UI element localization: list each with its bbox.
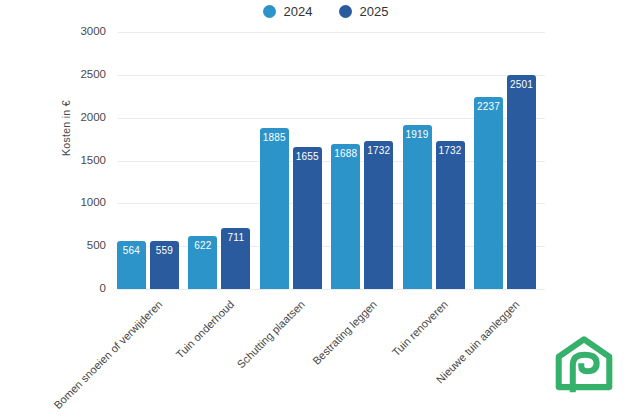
y-tick-label-0: 0 (66, 282, 106, 294)
bar-2025-5: 1732 (436, 141, 465, 289)
bar-2025-1: 559 (150, 241, 179, 289)
bar-value-label: 564 (117, 245, 146, 256)
x-category-label-1: Bomen snoeien of verwijderen (51, 298, 164, 411)
bar-value-label: 2237 (474, 101, 503, 112)
bar-value-label: 1919 (403, 129, 432, 140)
legend-label-2025: 2025 (360, 4, 389, 19)
x-category-label-6: Nieuwe tuin aanleggen (434, 298, 522, 386)
legend-swatch-2025-icon (339, 5, 352, 18)
bar-2025-3: 1655 (293, 147, 322, 289)
y-tick-label-2000: 2000 (66, 111, 106, 123)
bar-2025-4: 1732 (364, 141, 393, 289)
legend-swatch-2024-icon (263, 5, 276, 18)
bar-2024-1: 564 (117, 241, 146, 289)
y-axis-title: Kosten in € (60, 100, 72, 156)
x-category-label-2: Tuin onderhoud (173, 298, 236, 361)
bar-value-label: 711 (221, 232, 250, 243)
gridline-3000 (118, 32, 545, 33)
gridline-2500 (118, 75, 545, 76)
legend-item-2025: 2025 (339, 4, 389, 19)
bar-2025-6: 2501 (507, 75, 536, 289)
legend-label-2024: 2024 (284, 4, 313, 19)
x-category-label-4: Bestrating leggen (310, 298, 379, 367)
bar-value-label: 1885 (260, 132, 289, 143)
bar-2024-2: 622 (188, 236, 217, 289)
bar-value-label: 1732 (436, 145, 465, 156)
bar-value-label: 2501 (507, 79, 536, 90)
bar-value-label: 1655 (293, 151, 322, 162)
bar-2024-5: 1919 (403, 125, 432, 289)
bar-value-label: 559 (150, 245, 179, 256)
x-category-label-3: Schutting plaatsen (235, 298, 307, 370)
x-category-label-5: Tuin renoveren (390, 298, 451, 359)
bar-value-label: 1688 (331, 148, 360, 159)
brand-house-logo-icon (551, 333, 617, 395)
gridline-0 (118, 289, 545, 290)
bar-value-label: 622 (188, 240, 217, 251)
y-tick-label-2500: 2500 (66, 68, 106, 80)
bar-2025-2: 711 (221, 228, 250, 289)
legend-item-2024: 2024 (263, 4, 313, 19)
chart-canvas: 2024 2025 Kosten in € 0 500 1000 1500 2000 25… (0, 0, 627, 418)
bar-value-label: 1732 (364, 145, 393, 156)
bar-2024-3: 1885 (260, 128, 289, 290)
y-tick-label-1000: 1000 (66, 196, 106, 208)
y-tick-label-3000: 3000 (66, 25, 106, 37)
legend: 2024 2025 (12, 4, 627, 19)
y-tick-label-500: 500 (66, 239, 106, 251)
y-tick-label-1500: 1500 (66, 154, 106, 166)
bar-2024-4: 1688 (331, 144, 360, 289)
bar-2024-6: 2237 (474, 97, 503, 289)
